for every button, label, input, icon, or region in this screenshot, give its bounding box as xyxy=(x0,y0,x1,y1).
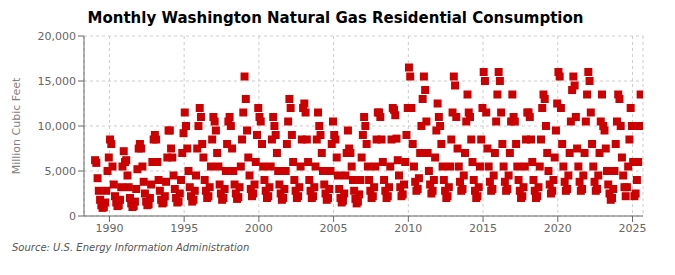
html-text:Monthly Washington Natural Gas: Monthly Washington Natural Gas Residenti… xyxy=(87,9,584,27)
svg-text:Million Cubic Feet: Million Cubic Feet xyxy=(10,77,23,174)
svg-text:10,000: 10,000 xyxy=(38,120,77,133)
html-text:Source: U.S. Energy Informatio: Source: U.S. Energy Information Administ… xyxy=(12,242,250,253)
svg-text:2025: 2025 xyxy=(619,222,647,235)
svg-text:15,000: 15,000 xyxy=(38,75,77,88)
svg-text:5,000: 5,000 xyxy=(45,165,77,178)
svg-text:2000: 2000 xyxy=(245,222,273,235)
svg-text:2005: 2005 xyxy=(320,222,348,235)
svg-text:2020: 2020 xyxy=(544,222,572,235)
svg-text:0: 0 xyxy=(69,210,76,223)
svg-text:1990: 1990 xyxy=(95,222,123,235)
svg-text:1995: 1995 xyxy=(170,222,198,235)
svg-text:2010: 2010 xyxy=(394,222,422,235)
svg-text:20,000: 20,000 xyxy=(38,30,77,43)
svg-text:2015: 2015 xyxy=(469,222,497,235)
